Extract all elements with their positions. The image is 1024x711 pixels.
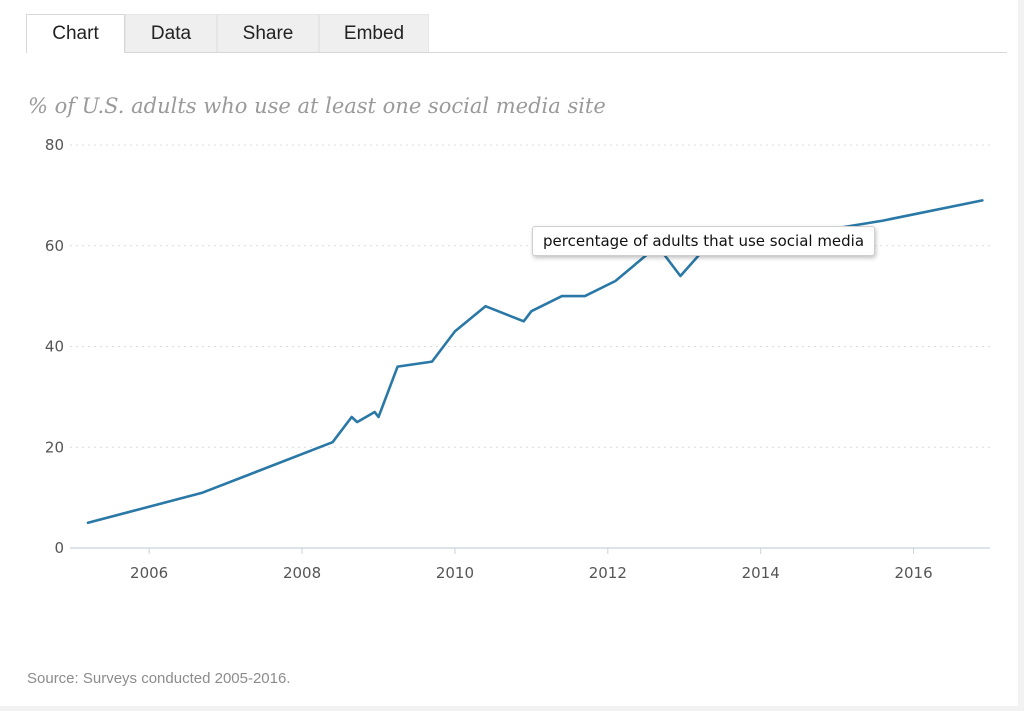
y-tick-label: 80 xyxy=(45,136,64,154)
tab-share[interactable]: Share xyxy=(217,14,319,52)
y-tick-label: 20 xyxy=(45,438,64,456)
x-tick-label: 2006 xyxy=(130,564,168,582)
x-tick-label: 2012 xyxy=(589,564,627,582)
y-tick-label: 0 xyxy=(54,539,64,557)
tooltip: percentage of adults that use social med… xyxy=(532,226,876,256)
y-tick-label: 60 xyxy=(45,237,64,255)
chart-tabs: Chart Data Share Embed xyxy=(26,14,429,53)
x-tick-label: 2010 xyxy=(436,564,474,582)
source-note: Source: Surveys conducted 2005-2016. xyxy=(27,670,291,687)
tab-embed[interactable]: Embed xyxy=(319,14,429,52)
x-tick-label: 2008 xyxy=(283,564,321,582)
y-tick-label: 40 xyxy=(45,338,64,356)
chart-title: % of U.S. adults who use at least one so… xyxy=(28,94,606,118)
x-tick-label: 2016 xyxy=(894,564,932,582)
tab-chart[interactable]: Chart xyxy=(26,14,125,53)
tab-rule xyxy=(125,52,1007,53)
tab-data[interactable]: Data xyxy=(125,14,217,52)
x-tick-label: 2014 xyxy=(742,564,780,582)
